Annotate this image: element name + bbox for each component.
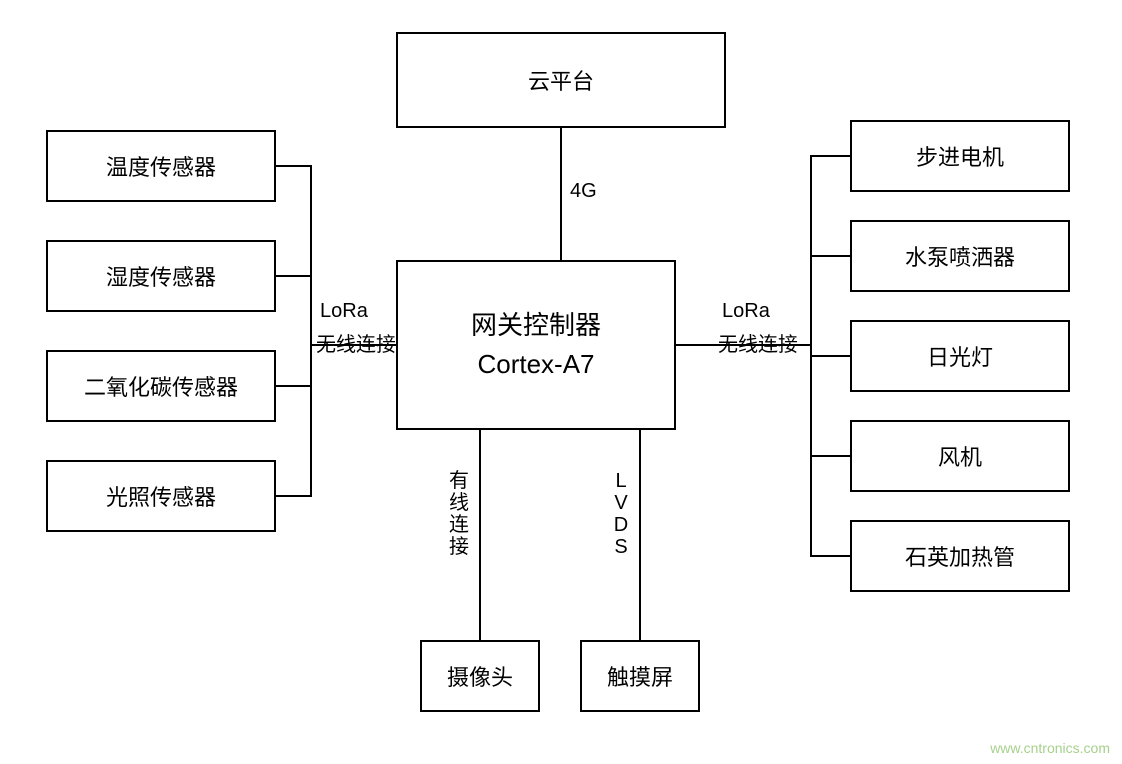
right-stub-5 [810, 555, 850, 557]
node-pump-label: 水泵喷洒器 [905, 240, 1015, 272]
edge-center-touch [639, 430, 641, 640]
left-stub-1 [276, 165, 312, 167]
node-humidity-sensor-label: 湿度传感器 [106, 260, 216, 292]
right-conn-label-top: LoRa [722, 300, 770, 323]
right-stub-4 [810, 455, 850, 457]
node-camera: 摄像头 [420, 640, 540, 712]
node-center: 网关控制器 Cortex-A7 [396, 260, 676, 430]
bottom-right-conn-label: LVDS [610, 470, 632, 558]
node-center-label1: 网关控制器 [471, 306, 601, 345]
right-stub-2 [810, 255, 850, 257]
node-humidity-sensor: 湿度传感器 [46, 240, 276, 312]
edge-cloud-label: 4G [570, 180, 597, 203]
node-stepper-label: 步进电机 [916, 140, 1004, 172]
right-stub-3 [810, 355, 850, 357]
edge-center-camera [479, 430, 481, 640]
left-stub-4 [276, 495, 312, 497]
left-stub-3 [276, 385, 312, 387]
node-light-sensor: 光照传感器 [46, 460, 276, 532]
node-heater: 石英加热管 [850, 520, 1070, 592]
node-camera-label: 摄像头 [447, 660, 513, 692]
node-temp-sensor: 温度传感器 [46, 130, 276, 202]
edge-cloud-center [560, 128, 562, 260]
node-heater-label: 石英加热管 [905, 540, 1015, 572]
left-bus-vertical [310, 166, 312, 496]
node-co2-sensor: 二氧化碳传感器 [46, 350, 276, 422]
node-touch-label: 触摸屏 [607, 660, 673, 692]
node-fan: 风机 [850, 420, 1070, 492]
left-conn-label-bottom: 无线连接 [316, 328, 396, 357]
node-center-label2: Cortex-A7 [471, 345, 601, 384]
right-stub-1 [810, 155, 850, 157]
node-stepper: 步进电机 [850, 120, 1070, 192]
watermark: www.cntronics.com [990, 740, 1110, 756]
bottom-left-conn-label: 有线连接 [448, 470, 470, 558]
right-conn-label-bottom: 无线连接 [718, 328, 798, 357]
node-cloud-label: 云平台 [528, 64, 594, 96]
node-lamp: 日光灯 [850, 320, 1070, 392]
node-touch: 触摸屏 [580, 640, 700, 712]
node-fan-label: 风机 [938, 440, 982, 472]
left-conn-label-top: LoRa [320, 300, 368, 323]
node-temp-sensor-label: 温度传感器 [106, 150, 216, 182]
node-lamp-label: 日光灯 [927, 340, 993, 372]
left-stub-2 [276, 275, 312, 277]
node-co2-sensor-label: 二氧化碳传感器 [84, 370, 238, 402]
node-light-sensor-label: 光照传感器 [106, 480, 216, 512]
node-pump: 水泵喷洒器 [850, 220, 1070, 292]
node-cloud: 云平台 [396, 32, 726, 128]
